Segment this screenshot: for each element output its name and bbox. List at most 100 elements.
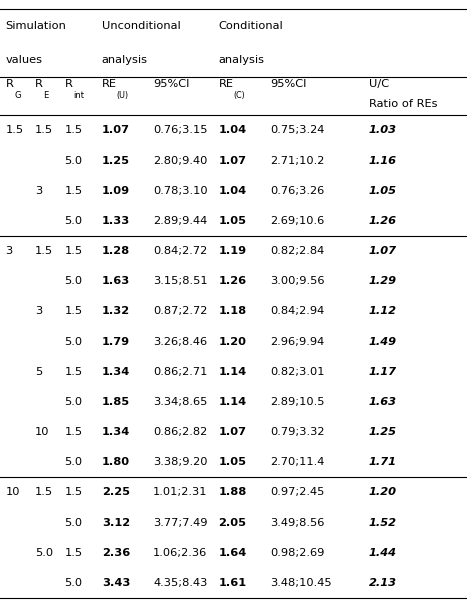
Text: 1.63: 1.63 — [369, 397, 397, 407]
Text: R: R — [35, 79, 43, 89]
Text: 1.04: 1.04 — [219, 186, 247, 196]
Text: 5: 5 — [35, 367, 42, 377]
Text: 3: 3 — [35, 307, 42, 317]
Text: 1.20: 1.20 — [369, 487, 397, 498]
Text: 1.29: 1.29 — [369, 276, 397, 286]
Text: analysis: analysis — [102, 55, 148, 65]
Text: 1.5: 1.5 — [64, 367, 83, 377]
Text: 5.0: 5.0 — [64, 216, 83, 226]
Text: 2.89;10.5: 2.89;10.5 — [270, 397, 325, 407]
Text: 1.20: 1.20 — [219, 337, 247, 347]
Text: G: G — [14, 91, 21, 100]
Text: 2.05: 2.05 — [219, 517, 247, 528]
Text: RE: RE — [102, 79, 117, 89]
Text: 1.80: 1.80 — [102, 457, 130, 467]
Text: 1.28: 1.28 — [102, 246, 130, 256]
Text: 5.0: 5.0 — [64, 578, 83, 588]
Text: (U): (U) — [116, 91, 128, 100]
Text: 1.63: 1.63 — [102, 276, 130, 286]
Text: (C): (C) — [233, 91, 245, 100]
Text: 1.07: 1.07 — [102, 126, 130, 135]
Text: 2.80;9.40: 2.80;9.40 — [153, 156, 207, 166]
Text: 1.88: 1.88 — [219, 487, 247, 498]
Text: 0.78;3.10: 0.78;3.10 — [153, 186, 208, 196]
Text: RE: RE — [219, 79, 234, 89]
Text: 2.36: 2.36 — [102, 548, 130, 558]
Text: 3.77;7.49: 3.77;7.49 — [153, 517, 208, 528]
Text: 1.07: 1.07 — [219, 427, 247, 437]
Text: 1.5: 1.5 — [64, 126, 83, 135]
Text: 1.61: 1.61 — [219, 578, 247, 588]
Text: 5.0: 5.0 — [35, 548, 53, 558]
Text: 0.84;2.94: 0.84;2.94 — [270, 307, 324, 317]
Text: 1.5: 1.5 — [6, 126, 24, 135]
Text: 5.0: 5.0 — [64, 156, 83, 166]
Text: 1.5: 1.5 — [64, 307, 83, 317]
Text: 0.79;3.32: 0.79;3.32 — [270, 427, 325, 437]
Text: 2.71;10.2: 2.71;10.2 — [270, 156, 324, 166]
Text: 1.44: 1.44 — [369, 548, 397, 558]
Text: 0.87;2.72: 0.87;2.72 — [153, 307, 207, 317]
Text: 0.76;3.15: 0.76;3.15 — [153, 126, 208, 135]
Text: 2.89;9.44: 2.89;9.44 — [153, 216, 207, 226]
Text: 1.5: 1.5 — [35, 246, 53, 256]
Text: 1.5: 1.5 — [35, 487, 53, 498]
Text: 1.07: 1.07 — [219, 156, 247, 166]
Text: 1.09: 1.09 — [102, 186, 130, 196]
Text: 0.82;3.01: 0.82;3.01 — [270, 367, 325, 377]
Text: 0.98;2.69: 0.98;2.69 — [270, 548, 324, 558]
Text: 1.25: 1.25 — [102, 156, 130, 166]
Text: 1.71: 1.71 — [369, 457, 397, 467]
Text: 1.05: 1.05 — [219, 216, 247, 226]
Text: Conditional: Conditional — [219, 21, 283, 31]
Text: 5.0: 5.0 — [64, 397, 83, 407]
Text: 1.5: 1.5 — [64, 246, 83, 256]
Text: Ratio of REs: Ratio of REs — [369, 99, 438, 109]
Text: 5.0: 5.0 — [64, 337, 83, 347]
Text: 1.05: 1.05 — [369, 186, 397, 196]
Text: 1.5: 1.5 — [64, 186, 83, 196]
Text: 5.0: 5.0 — [64, 457, 83, 467]
Text: 1.85: 1.85 — [102, 397, 130, 407]
Text: 2.96;9.94: 2.96;9.94 — [270, 337, 324, 347]
Text: 5.0: 5.0 — [64, 276, 83, 286]
Text: 3.43: 3.43 — [102, 578, 130, 588]
Text: R: R — [6, 79, 14, 89]
Text: 3: 3 — [6, 246, 13, 256]
Text: 3.48;10.45: 3.48;10.45 — [270, 578, 332, 588]
Text: 10: 10 — [6, 487, 20, 498]
Text: 10: 10 — [35, 427, 50, 437]
Text: 1.34: 1.34 — [102, 367, 130, 377]
Text: U/C: U/C — [369, 79, 389, 89]
Text: 1.18: 1.18 — [219, 307, 247, 317]
Text: 1.07: 1.07 — [369, 246, 397, 256]
Text: 2.69;10.6: 2.69;10.6 — [270, 216, 324, 226]
Text: 1.5: 1.5 — [64, 548, 83, 558]
Text: 1.79: 1.79 — [102, 337, 130, 347]
Text: 1.26: 1.26 — [369, 216, 397, 226]
Text: 1.32: 1.32 — [102, 307, 130, 317]
Text: 95%CI: 95%CI — [270, 79, 306, 89]
Text: 1.05: 1.05 — [219, 457, 247, 467]
Text: 1.52: 1.52 — [369, 517, 397, 528]
Text: 1.49: 1.49 — [369, 337, 397, 347]
Text: 1.33: 1.33 — [102, 216, 130, 226]
Text: 0.97;2.45: 0.97;2.45 — [270, 487, 324, 498]
Text: 1.5: 1.5 — [64, 487, 83, 498]
Text: Unconditional: Unconditional — [102, 21, 181, 31]
Text: 1.5: 1.5 — [35, 126, 53, 135]
Text: 0.84;2.72: 0.84;2.72 — [153, 246, 207, 256]
Text: 1.19: 1.19 — [219, 246, 247, 256]
Text: 0.76;3.26: 0.76;3.26 — [270, 186, 324, 196]
Text: values: values — [6, 55, 42, 65]
Text: 1.01;2.31: 1.01;2.31 — [153, 487, 208, 498]
Text: Simulation: Simulation — [6, 21, 66, 31]
Text: 0.75;3.24: 0.75;3.24 — [270, 126, 324, 135]
Text: 1.26: 1.26 — [219, 276, 247, 286]
Text: 2.13: 2.13 — [369, 578, 397, 588]
Text: 1.12: 1.12 — [369, 307, 397, 317]
Text: 5.0: 5.0 — [64, 517, 83, 528]
Text: 3.12: 3.12 — [102, 517, 130, 528]
Text: 1.14: 1.14 — [219, 367, 247, 377]
Text: 3.15;8.51: 3.15;8.51 — [153, 276, 208, 286]
